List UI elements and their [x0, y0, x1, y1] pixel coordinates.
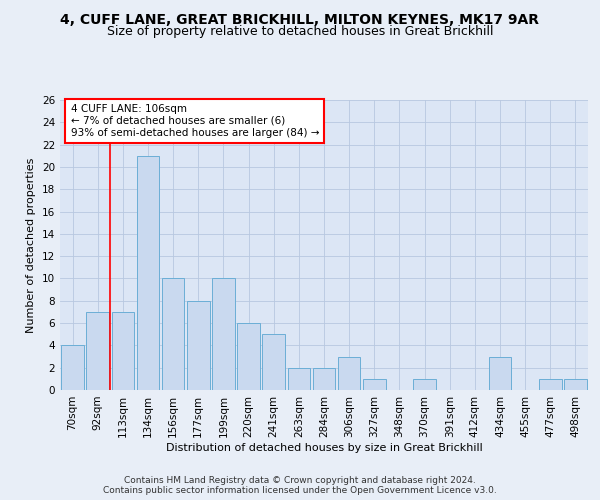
- X-axis label: Distribution of detached houses by size in Great Brickhill: Distribution of detached houses by size …: [166, 442, 482, 452]
- Bar: [338, 356, 361, 390]
- Bar: [212, 278, 235, 390]
- Bar: [137, 156, 160, 390]
- Bar: [564, 379, 587, 390]
- Bar: [86, 312, 109, 390]
- Text: Size of property relative to detached houses in Great Brickhill: Size of property relative to detached ho…: [107, 25, 493, 38]
- Text: Contains public sector information licensed under the Open Government Licence v3: Contains public sector information licen…: [103, 486, 497, 495]
- Bar: [287, 368, 310, 390]
- Bar: [237, 323, 260, 390]
- Bar: [313, 368, 335, 390]
- Bar: [488, 356, 511, 390]
- Bar: [162, 278, 184, 390]
- Bar: [539, 379, 562, 390]
- Bar: [61, 346, 84, 390]
- Bar: [262, 334, 285, 390]
- Bar: [413, 379, 436, 390]
- Bar: [187, 301, 209, 390]
- Text: 4 CUFF LANE: 106sqm
← 7% of detached houses are smaller (6)
93% of semi-detached: 4 CUFF LANE: 106sqm ← 7% of detached hou…: [71, 104, 319, 138]
- Bar: [112, 312, 134, 390]
- Text: Contains HM Land Registry data © Crown copyright and database right 2024.: Contains HM Land Registry data © Crown c…: [124, 476, 476, 485]
- Y-axis label: Number of detached properties: Number of detached properties: [26, 158, 37, 332]
- Text: 4, CUFF LANE, GREAT BRICKHILL, MILTON KEYNES, MK17 9AR: 4, CUFF LANE, GREAT BRICKHILL, MILTON KE…: [61, 12, 539, 26]
- Bar: [363, 379, 386, 390]
